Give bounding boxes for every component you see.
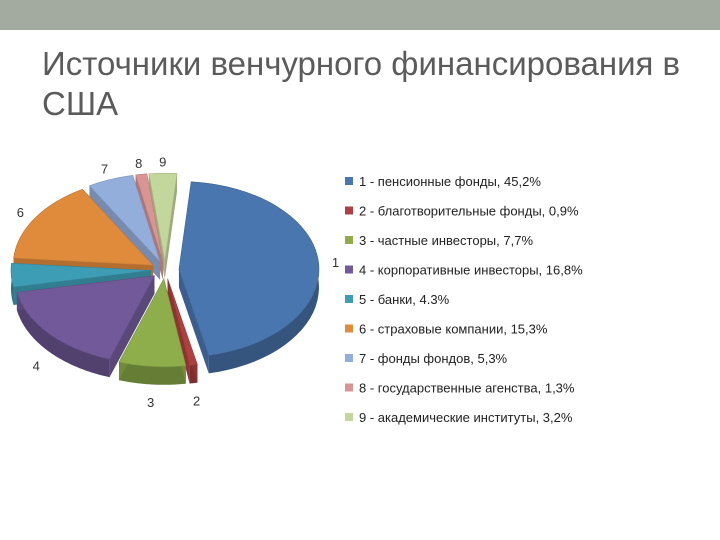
pie-label-6: 6 (17, 205, 24, 220)
pie-label-3: 3 (147, 395, 154, 410)
pie-slices (10, 172, 320, 385)
pie-label-7: 7 (101, 162, 108, 177)
pie-slice-6 (13, 188, 154, 266)
pie-slice-2 (167, 278, 198, 366)
legend-swatch-5 (345, 295, 353, 303)
legend-swatch-9 (345, 413, 353, 421)
pie-label-1: 1 (332, 255, 339, 270)
pie-label-8: 8 (135, 156, 142, 171)
pie-slice-wall-2-1 (167, 278, 190, 384)
legend-entry-2: 2 - благотворительные фонды, 0,9% (359, 204, 579, 219)
pie-slice-1 (178, 181, 320, 356)
legend-entry-5: 5 - банки, 4.3% (359, 292, 450, 307)
pie-slice-wall-4-0 (109, 275, 155, 378)
legend-swatch-2 (345, 206, 353, 215)
chart-legend: 1 - пенсионные фонды, 45,2% 2 - благотвор… (345, 174, 583, 425)
legend-swatch-4 (345, 265, 353, 274)
pie-slice-9 (148, 172, 178, 262)
pie-chart: 123456789 1 - пенсионные фонды, 45,2%2 -… (10, 155, 583, 425)
legend-entry-9: 9 - академические институты, 3,2% (359, 410, 573, 425)
legend-entry-6: 6 - страховые компании, 15,3% (359, 322, 548, 337)
legend-entry-3: 3 - частные инвесторы, 7,7% (359, 233, 533, 248)
pie-slice-rim-5 (11, 263, 14, 305)
legend-swatch-6 (345, 324, 353, 333)
pie-slice-4 (16, 275, 155, 360)
pie-slice-5 (10, 263, 152, 288)
slide-top-bar (0, 0, 720, 30)
legend-entry-8: 8 - государственные агенства, 1,3% (359, 381, 575, 396)
pie-slice-rim-4 (16, 292, 110, 378)
legend-swatch-3 (345, 236, 353, 244)
legend-swatch-8 (345, 383, 353, 392)
pie-label-2: 2 (193, 394, 200, 409)
pie-label-9: 9 (159, 155, 166, 170)
legend-entry-7: 7 - фонды фондов, 5,3% (359, 351, 508, 366)
pie-labels: 123456789 (17, 155, 339, 410)
pie-slice-7 (88, 175, 161, 262)
pie-slice-8 (135, 173, 164, 262)
pie-label-4: 4 (33, 359, 40, 374)
legend-swatch-7 (345, 354, 353, 362)
legend-swatch-1 (345, 177, 353, 185)
pie-slice-wall-1-1 (178, 269, 209, 374)
pie-slice-wall-9-1 (164, 173, 178, 280)
legend-entry-1: 1 - пенсионные фонды, 45,2% (359, 174, 541, 189)
pie-slice-3 (118, 277, 187, 368)
pie-slice-rim-3 (119, 362, 186, 385)
slide-title: Источники венчурного финансирования в СШ… (42, 45, 681, 122)
legend-entry-4: 4 - корпоративные инвесторы, 16,8% (359, 263, 583, 278)
